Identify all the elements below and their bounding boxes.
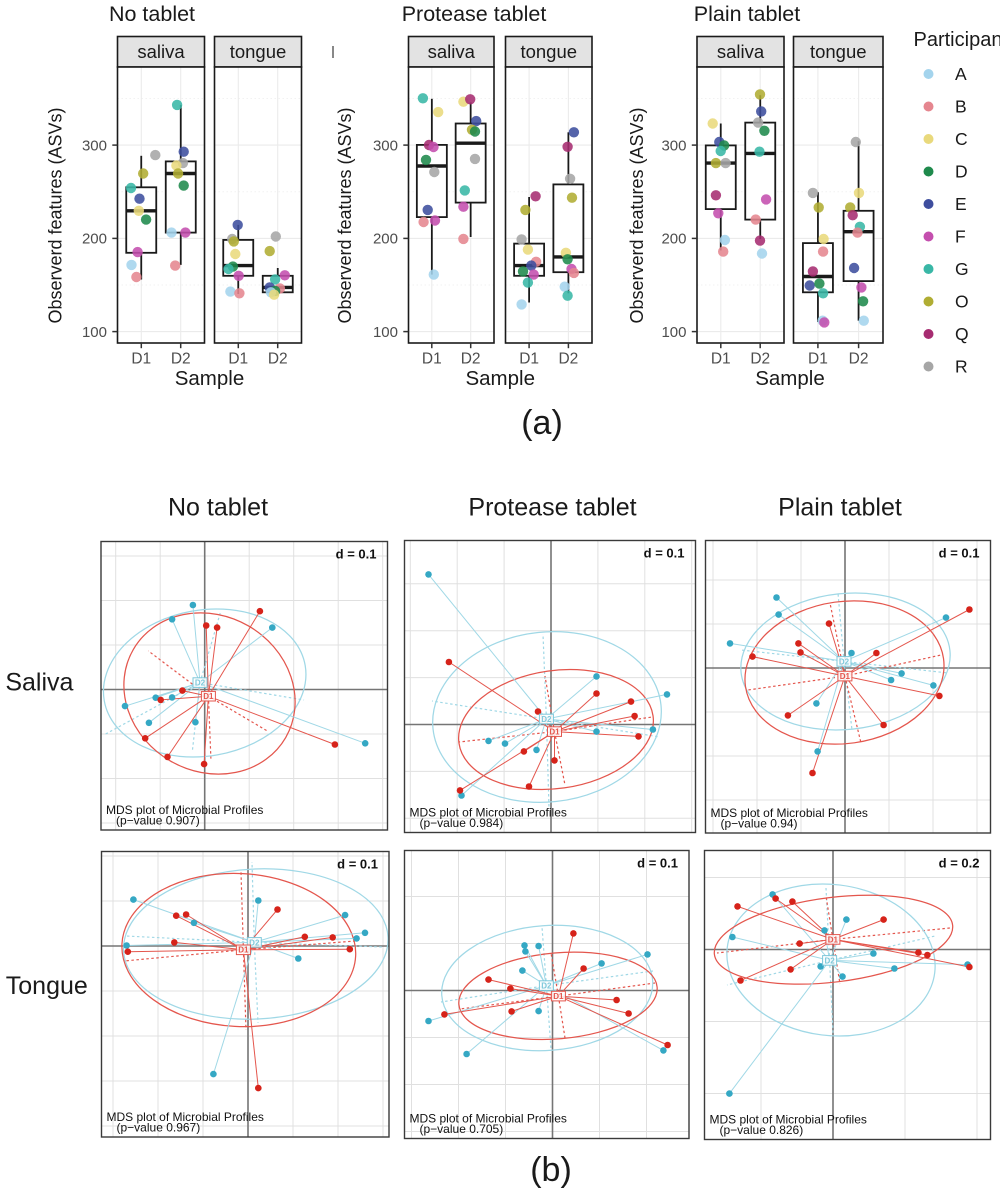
- svg-text:D2: D2: [750, 351, 770, 368]
- svg-text:D2: D2: [195, 679, 206, 688]
- svg-text:MDS plot of Microbial Profiles: MDS plot of Microbial Profiles: [711, 806, 868, 820]
- svg-text:d = 0.1: d = 0.1: [644, 546, 685, 561]
- svg-text:D1: D1: [519, 351, 539, 368]
- svg-text:saliva: saliva: [717, 41, 765, 62]
- svg-text:D1: D1: [549, 728, 560, 737]
- svg-text:D2: D2: [558, 351, 578, 368]
- svg-text:Plain tablet: Plain tablet: [778, 494, 902, 522]
- svg-text:D1: D1: [422, 351, 442, 368]
- svg-text:d = 0.1: d = 0.1: [637, 856, 678, 871]
- svg-text:D1: D1: [203, 692, 214, 701]
- svg-text:MDS plot of Microbial Profiles: MDS plot of Microbial Profiles: [710, 1113, 867, 1127]
- svg-text:200: 200: [82, 231, 107, 248]
- svg-text:Sample: Sample: [755, 367, 825, 390]
- svg-text:tongue: tongue: [230, 41, 287, 62]
- svg-text:Tongue: Tongue: [6, 972, 88, 1000]
- svg-text:100: 100: [661, 324, 686, 341]
- svg-text:Observerd features (ASVs): Observerd features (ASVs): [45, 107, 65, 323]
- svg-text:100: 100: [82, 324, 107, 341]
- svg-text:tongue: tongue: [520, 41, 577, 62]
- svg-text:D2: D2: [849, 351, 869, 368]
- svg-text:300: 300: [373, 137, 398, 154]
- svg-text:E: E: [955, 194, 967, 214]
- svg-text:(p−value 0.907): (p−value 0.907): [116, 814, 200, 828]
- svg-text:D2: D2: [541, 715, 552, 724]
- svg-text:300: 300: [661, 137, 686, 154]
- svg-text:tongue: tongue: [810, 41, 867, 62]
- svg-text:D2: D2: [839, 657, 850, 666]
- svg-text:F: F: [955, 227, 966, 247]
- svg-text:d = 0.1: d = 0.1: [337, 857, 378, 872]
- svg-text:Observerd features (ASVs): Observerd features (ASVs): [335, 107, 355, 323]
- svg-text:Plain tablet: Plain tablet: [694, 2, 800, 26]
- svg-text:(p−value 0.826): (p−value 0.826): [720, 1123, 804, 1137]
- svg-text:Protease tablet: Protease tablet: [468, 494, 636, 522]
- svg-text:(p−value 0.984): (p−value 0.984): [420, 816, 504, 830]
- svg-text:D1: D1: [808, 351, 828, 368]
- svg-text:200: 200: [661, 231, 686, 248]
- svg-text:MDS plot of Microbial Profiles: MDS plot of Microbial Profiles: [106, 803, 263, 817]
- svg-text:Saliva: Saliva: [5, 669, 73, 697]
- svg-text:D1: D1: [711, 351, 731, 368]
- svg-text:Sample: Sample: [465, 367, 535, 390]
- svg-text:300: 300: [82, 137, 107, 154]
- svg-text:(p−value 0.967): (p−value 0.967): [117, 1121, 201, 1135]
- svg-text:saliva: saliva: [137, 41, 185, 62]
- svg-text:D2: D2: [824, 956, 835, 965]
- svg-text:D1: D1: [238, 946, 249, 955]
- svg-text:B: B: [955, 97, 967, 117]
- svg-text:100: 100: [373, 324, 398, 341]
- svg-text:No tablet: No tablet: [168, 494, 268, 522]
- svg-text:Participant: Participant: [914, 29, 1000, 51]
- svg-text:D2: D2: [541, 982, 552, 991]
- svg-text:R: R: [955, 357, 968, 377]
- svg-text:D1: D1: [553, 992, 564, 1001]
- svg-text:O: O: [955, 292, 969, 312]
- svg-text:D1: D1: [228, 351, 248, 368]
- svg-text:D2: D2: [268, 351, 288, 368]
- svg-text:MDS plot of Microbial Profiles: MDS plot of Microbial Profiles: [410, 1112, 567, 1126]
- svg-text:No tablet: No tablet: [109, 2, 195, 26]
- svg-text:D1: D1: [131, 351, 151, 368]
- svg-text:MDS plot of Microbial Profiles: MDS plot of Microbial Profiles: [410, 806, 567, 820]
- svg-text:(b): (b): [530, 1151, 572, 1189]
- svg-text:d = 0.1: d = 0.1: [939, 546, 980, 561]
- svg-text:Observerd features (ASVs): Observerd features (ASVs): [627, 107, 647, 323]
- svg-text:d = 0.1: d = 0.1: [336, 547, 377, 562]
- svg-text:D: D: [955, 162, 968, 182]
- svg-text:(a): (a): [521, 404, 563, 442]
- svg-text:Sample: Sample: [175, 367, 245, 390]
- svg-text:A: A: [955, 64, 967, 84]
- svg-text:Protease tablet: Protease tablet: [402, 2, 547, 26]
- svg-text:G: G: [955, 259, 969, 279]
- svg-text:D2: D2: [249, 938, 260, 947]
- svg-text:D2: D2: [461, 351, 481, 368]
- svg-text:saliva: saliva: [428, 41, 476, 62]
- svg-text:(p−value 0.705): (p−value 0.705): [420, 1122, 504, 1136]
- svg-text:200: 200: [373, 231, 398, 248]
- svg-text:Q: Q: [955, 324, 969, 344]
- svg-text:d = 0.2: d = 0.2: [939, 856, 980, 871]
- svg-text:MDS plot of Microbial Profiles: MDS plot of Microbial Profiles: [107, 1110, 264, 1124]
- svg-text:D2: D2: [171, 351, 191, 368]
- svg-text:C: C: [955, 129, 968, 149]
- svg-text:(p−value 0.94): (p−value 0.94): [721, 817, 798, 831]
- svg-text:D1: D1: [840, 672, 851, 681]
- svg-text:D1: D1: [828, 935, 839, 944]
